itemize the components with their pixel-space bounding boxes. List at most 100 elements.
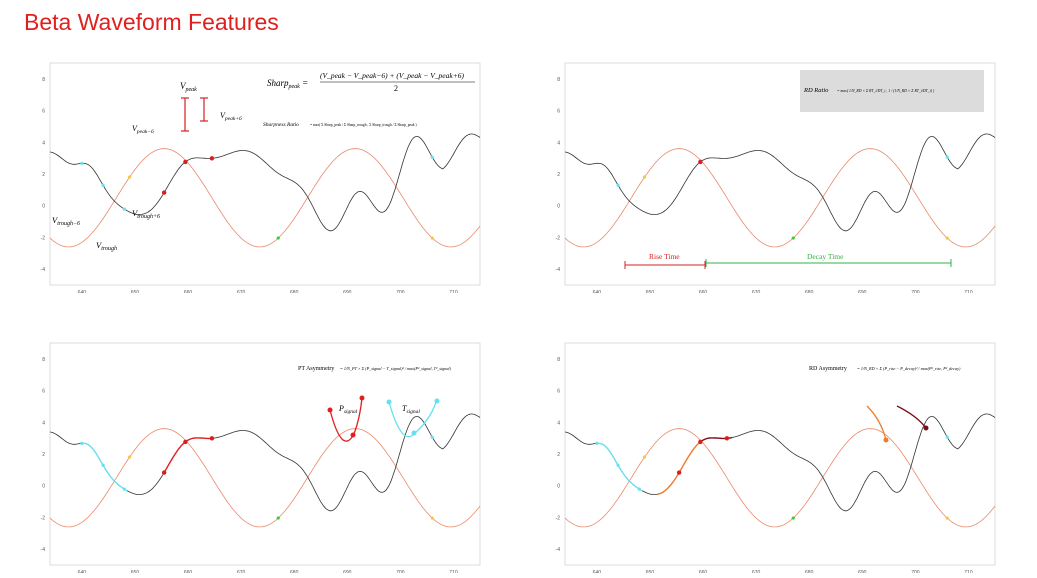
y-tick-label: 4 (557, 140, 560, 146)
raw-waveform (49, 133, 481, 232)
y-tick-label: 0 (42, 484, 45, 490)
axes: 640 650 660 670 680 690 700 710 8 6 4 2 0 -2 -4 (556, 357, 973, 573)
svg-text:RD Ratio: RD Ratio (803, 87, 829, 94)
peak-minus6-marker (676, 470, 682, 475)
trough-marker (945, 155, 949, 159)
y-tick-label: 2 (557, 452, 560, 458)
x-tick-label: 680 (290, 290, 299, 293)
zero-cross-marker (945, 236, 949, 240)
raw-waveform (564, 133, 996, 232)
plot-frame (564, 62, 996, 286)
x-tick-label: 660 (184, 290, 193, 293)
y-tick-label: -2 (41, 235, 46, 241)
y-tick-label: -4 (41, 267, 46, 273)
x-tick-label: 700 (911, 570, 920, 573)
trough-marker (101, 463, 105, 467)
label-v-peak-plus6: Vpeak+6 (220, 111, 242, 122)
x-tick-label: 700 (396, 570, 405, 573)
x-tick-label: 660 (699, 290, 708, 293)
rise-time-label: Rise Time (649, 252, 680, 261)
peak-minus6-marker (161, 190, 167, 195)
peak-marker (183, 159, 188, 165)
plot-frame (564, 342, 996, 566)
svg-text:= max( Σ Sharp_peak / Σ Sharp_: = max( Σ Sharp_peak / Σ Sharp_trough , Σ… (310, 123, 417, 128)
zero-cross-marker (945, 516, 949, 520)
label-v-peak: Vpeak (180, 81, 197, 93)
x-tick-label: 710 (964, 290, 973, 293)
x-tick-label: 710 (449, 290, 458, 293)
svg-text:Sharpness Ratio: Sharpness Ratio (263, 122, 299, 128)
x-tick-label: 640 (593, 290, 602, 293)
y-tick-label: 4 (557, 420, 560, 426)
feature-markers (595, 435, 949, 520)
svg-text:RD Asymmetry: RD Asymmetry (809, 366, 847, 372)
svg-text:= 1/N_PT × Σ (P_signal − T_sig: = 1/N_PT × Σ (P_signal − T_signal)² / ma… (340, 366, 452, 372)
y-tick-label: 0 (557, 204, 560, 210)
x-tick-label: 660 (699, 570, 708, 573)
y-tick-label: 2 (557, 172, 560, 178)
sharp-peak-formula: Sharppeak = (V_peak − V_peak−6) + (V_pea… (267, 71, 475, 93)
y-tick-label: 8 (557, 77, 560, 83)
y-tick-label: 2 (42, 172, 45, 178)
plot-frame (49, 62, 481, 286)
decay-time-bar: Decay Time (705, 252, 952, 267)
trough-plus6-marker (122, 207, 126, 211)
x-tick-label: 640 (78, 290, 87, 293)
feature-markers (80, 435, 434, 520)
trough-minus6-marker (80, 441, 84, 445)
svg-text:Sharppeak =: Sharppeak = (267, 78, 308, 90)
axes: 640 650 660 670 680 690 700 710 8 6 4 2 0 -2 -4 (41, 357, 458, 573)
y-tick-label: -2 (41, 515, 46, 521)
x-tick-label: 640 (593, 570, 602, 573)
peak-plus6-marker (724, 436, 730, 441)
axes: 640 650 660 670 680 690 700 710 8 6 4 2 0 -2 -4 (41, 77, 458, 293)
trough-minus6-marker (595, 441, 599, 445)
x-tick-label: 690 (858, 290, 867, 293)
x-tick-label: 670 (752, 570, 761, 573)
x-tick-label: 640 (78, 570, 87, 573)
peak-segment (163, 437, 212, 473)
x-tick-label: 680 (290, 570, 299, 573)
x-tick-label: 670 (237, 290, 246, 293)
x-tick-label: 690 (343, 570, 352, 573)
x-tick-label: 670 (237, 570, 246, 573)
rise-time-bar: Rise Time (624, 252, 706, 269)
midpoint-marker (791, 236, 795, 240)
x-tick-label: 650 (646, 570, 655, 573)
trough-marker (945, 435, 949, 439)
label-v-trough: Vtrough (96, 240, 117, 252)
trough-segment (81, 442, 128, 492)
panel-rd-asymmetry: 640 650 660 670 680 690 700 710 8 6 4 2 0 -2 -4 RD Asy… (556, 342, 996, 573)
x-tick-label: 650 (131, 570, 140, 573)
y-tick-label: -4 (41, 547, 46, 553)
midpoint-marker (276, 516, 280, 520)
y-tick-label: 0 (42, 204, 45, 210)
peak-shape-icon: Psignal (327, 395, 365, 442)
y-tick-label: 8 (42, 77, 45, 83)
y-tick-label: 6 (42, 109, 45, 115)
svg-text:(V_peak − V_peak−6) + (V_peak: (V_peak − V_peak−6) + (V_peak − V_peak+6… (320, 71, 465, 80)
trough-plus6-marker (122, 487, 126, 491)
filtered-waveform (564, 428, 996, 528)
trough-marker (616, 183, 620, 187)
y-tick-label: 8 (557, 357, 560, 363)
plot-frame (49, 342, 481, 566)
zero-cross-marker (430, 516, 434, 520)
y-tick-label: -4 (556, 547, 561, 553)
svg-text:PT Asymmetry: PT Asymmetry (298, 366, 334, 372)
x-tick-label: 680 (805, 570, 814, 573)
y-tick-label: 8 (42, 357, 45, 363)
filtered-waveform (49, 148, 481, 248)
y-tick-label: 0 (557, 484, 560, 490)
peak-plus6-marker (209, 156, 215, 161)
x-tick-label: 670 (752, 290, 761, 293)
trough-marker (430, 155, 434, 159)
filtered-waveform (564, 148, 996, 248)
y-tick-label: 6 (557, 389, 560, 395)
x-tick-label: 700 (396, 290, 405, 293)
peak-minus6-marker (161, 470, 167, 475)
rise-segment (657, 441, 701, 495)
label-v-trough-minus6: Vtrough−6 (52, 215, 80, 227)
panel-pt-asymmetry: 640 650 660 670 680 690 700 710 8 6 4 2 0 -2 -4 PT Asy… (41, 342, 481, 573)
zero-cross-marker (643, 455, 647, 459)
